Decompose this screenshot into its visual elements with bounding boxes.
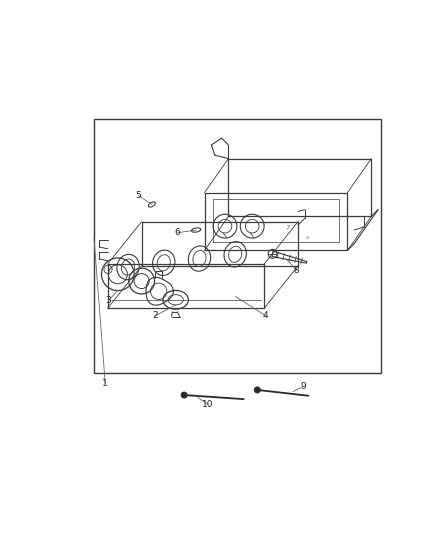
Text: 3: 3 — [105, 296, 111, 305]
Text: 2: 2 — [152, 311, 158, 320]
Text: 5: 5 — [135, 191, 141, 200]
Text: 4: 4 — [262, 311, 268, 320]
Text: 10: 10 — [202, 400, 213, 409]
Bar — [94, 119, 381, 373]
Text: o: o — [305, 235, 308, 240]
Text: 8: 8 — [293, 265, 299, 274]
Text: 7: 7 — [285, 225, 289, 231]
Text: 1: 1 — [102, 378, 108, 387]
Circle shape — [181, 392, 187, 398]
Text: 6: 6 — [174, 228, 180, 237]
Text: 9: 9 — [300, 382, 305, 391]
Circle shape — [254, 387, 260, 393]
